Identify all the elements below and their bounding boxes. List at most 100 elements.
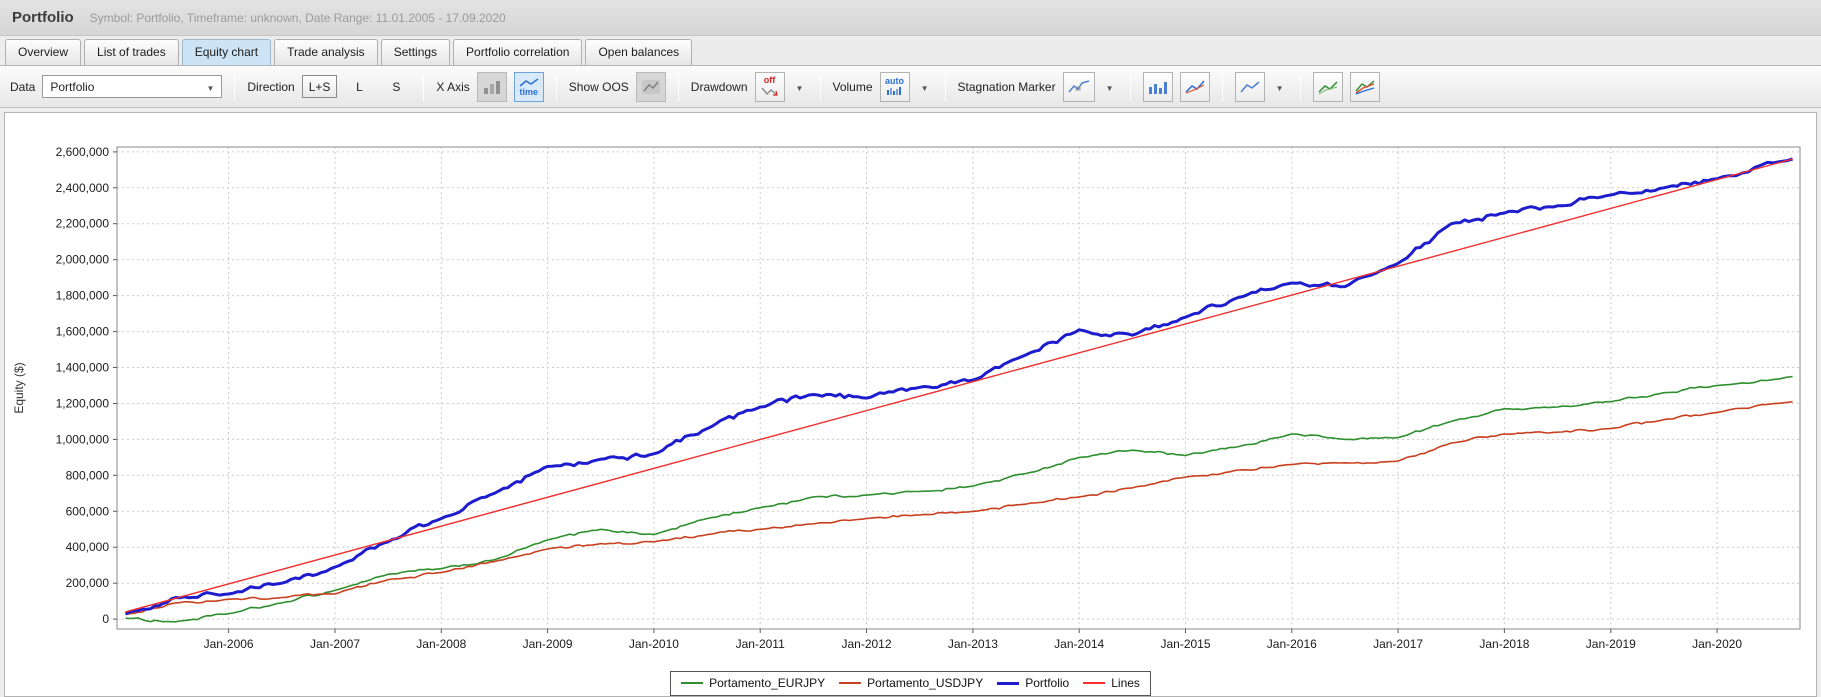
svg-text:Jan-2011: Jan-2011 xyxy=(736,637,785,651)
drawdown-button[interactable]: off xyxy=(754,71,785,102)
toolbar-separator xyxy=(819,72,821,101)
drawdown-icon xyxy=(760,87,778,96)
toolbar-separator xyxy=(234,72,236,101)
svg-text:0: 0 xyxy=(102,612,109,626)
page-subtitle: Symbol: Portfolio, Timeframe: unknown, D… xyxy=(89,10,506,25)
single-series-button[interactable] xyxy=(1312,71,1343,102)
stagnation-line-icon xyxy=(1068,79,1089,92)
svg-text:1,800,000: 1,800,000 xyxy=(56,289,110,303)
svg-text:2,600,000: 2,600,000 xyxy=(56,145,110,159)
svg-text:Jan-2006: Jan-2006 xyxy=(204,637,254,651)
svg-text:1,400,000: 1,400,000 xyxy=(56,361,110,375)
svg-text:400,000: 400,000 xyxy=(66,540,110,554)
line-chart-icon xyxy=(519,77,539,87)
legend-label: Portamento_USDJPY xyxy=(867,676,984,690)
xaxis-time-button[interactable]: time xyxy=(513,71,544,102)
show-oos-button[interactable] xyxy=(635,71,666,102)
legend-line-swatch xyxy=(681,682,704,684)
histogram-view-button[interactable] xyxy=(1142,71,1173,102)
svg-text:Jan-2016: Jan-2016 xyxy=(1267,637,1317,651)
two-lines-chart-icon xyxy=(1185,80,1205,94)
legend-line-swatch xyxy=(1083,682,1106,684)
svg-text:Jan-2008: Jan-2008 xyxy=(416,637,466,651)
multi-series-button[interactable] xyxy=(1349,71,1380,102)
stagnation-marker-button[interactable] xyxy=(1062,71,1095,102)
tab-trade-analysis[interactable]: Trade analysis xyxy=(274,39,378,65)
window-header: Portfolio Symbol: Portfolio, Timeframe: … xyxy=(0,0,1821,36)
tab-open-balances[interactable]: Open balances xyxy=(585,39,693,65)
drawdown-label: Drawdown xyxy=(690,79,748,94)
legend-line-swatch xyxy=(839,682,862,684)
svg-text:Jan-2017: Jan-2017 xyxy=(1373,637,1423,651)
legend-label: Portfolio xyxy=(1025,676,1070,690)
histogram-icon xyxy=(1148,81,1167,94)
toolbar-separator xyxy=(1221,72,1223,101)
svg-text:2,000,000: 2,000,000 xyxy=(56,253,110,267)
legend-item: Portamento_EURJPY xyxy=(681,676,825,690)
legend-line-swatch xyxy=(997,681,1020,685)
direction-long-button[interactable]: L xyxy=(344,75,374,98)
svg-text:Jan-2012: Jan-2012 xyxy=(841,637,891,651)
volume-button[interactable]: auto xyxy=(879,71,910,102)
svg-text:Jan-2014: Jan-2014 xyxy=(1054,637,1104,651)
data-select[interactable]: Portfolio xyxy=(42,75,223,98)
bars-icon xyxy=(483,80,500,94)
svg-text:1,200,000: 1,200,000 xyxy=(56,397,110,411)
line-view-button[interactable] xyxy=(1179,71,1210,102)
svg-text:Jan-2020: Jan-2020 xyxy=(1692,637,1742,651)
legend-item: Lines xyxy=(1083,676,1140,690)
direction-long-short-button[interactable]: L+S xyxy=(301,75,338,98)
chart-style-dropdown-button[interactable] xyxy=(1272,72,1288,102)
data-label: Data xyxy=(10,79,36,94)
page-title: Portfolio xyxy=(12,9,74,26)
drawdown-dropdown-button[interactable] xyxy=(792,72,808,102)
toolbar-separator xyxy=(944,72,946,101)
legend-item: Portamento_USDJPY xyxy=(839,676,983,690)
legend-label: Lines xyxy=(1111,676,1140,690)
stagnation-marker-dropdown-button[interactable] xyxy=(1102,72,1118,102)
tab-bar: Overview List of trades Equity chart Tra… xyxy=(0,36,1821,66)
chart-style-button[interactable] xyxy=(1234,71,1265,102)
svg-text:Jan-2009: Jan-2009 xyxy=(523,637,573,651)
volume-bars-icon xyxy=(886,87,901,95)
show-oos-label: Show OOS xyxy=(568,79,629,94)
svg-text:800,000: 800,000 xyxy=(66,468,110,482)
equity-chart[interactable]: 0 200,000 400,000 600,000 800,000 1,000,000 1,… xyxy=(5,113,1816,672)
data-select-value: Portfolio xyxy=(50,79,95,94)
stagnation-marker-label: Stagnation Marker xyxy=(957,79,1056,94)
toolbar-separator xyxy=(1299,72,1301,101)
xaxis-label: X Axis xyxy=(436,79,470,94)
toolbar-separator xyxy=(1129,72,1131,101)
chevron-down-icon xyxy=(796,79,804,94)
tab-settings[interactable]: Settings xyxy=(380,39,451,65)
direction-short-button[interactable]: S xyxy=(381,75,411,98)
equity-chart-panel: 0 200,000 400,000 600,000 800,000 1,000,000 1,… xyxy=(4,112,1817,697)
volume-label: Volume xyxy=(832,79,873,94)
chevron-down-icon xyxy=(206,80,214,94)
green-lines-chart-icon xyxy=(1318,80,1338,95)
legend-label: Portamento_EURJPY xyxy=(709,676,826,690)
line-chart-icon xyxy=(1240,80,1260,92)
tab-equity-chart[interactable]: Equity chart xyxy=(181,39,272,65)
tab-list-of-trades[interactable]: List of trades xyxy=(84,39,179,65)
chevron-down-icon xyxy=(1276,79,1284,94)
toolbar: Data Portfolio Direction L+S L S X Axis … xyxy=(0,66,1821,108)
svg-text:2,400,000: 2,400,000 xyxy=(56,181,110,195)
svg-text:Jan-2018: Jan-2018 xyxy=(1479,637,1529,651)
chevron-down-icon xyxy=(1106,79,1114,94)
xaxis-trades-button[interactable] xyxy=(476,71,507,102)
svg-text:Jan-2007: Jan-2007 xyxy=(310,637,360,651)
volume-auto-badge: auto xyxy=(885,76,905,86)
direction-label: Direction xyxy=(247,79,295,94)
tab-portfolio-correlation[interactable]: Portfolio correlation xyxy=(453,39,583,65)
svg-text:600,000: 600,000 xyxy=(66,504,110,518)
volume-dropdown-button[interactable] xyxy=(917,72,933,102)
drawdown-off-badge: off xyxy=(763,75,776,85)
tab-overview[interactable]: Overview xyxy=(5,39,82,65)
oos-chart-icon xyxy=(641,79,660,94)
toolbar-separator xyxy=(423,72,425,101)
svg-text:1,000,000: 1,000,000 xyxy=(56,432,110,446)
time-badge: time xyxy=(519,86,539,97)
svg-text:200,000: 200,000 xyxy=(66,576,110,590)
multi-lines-chart-icon xyxy=(1355,79,1375,95)
